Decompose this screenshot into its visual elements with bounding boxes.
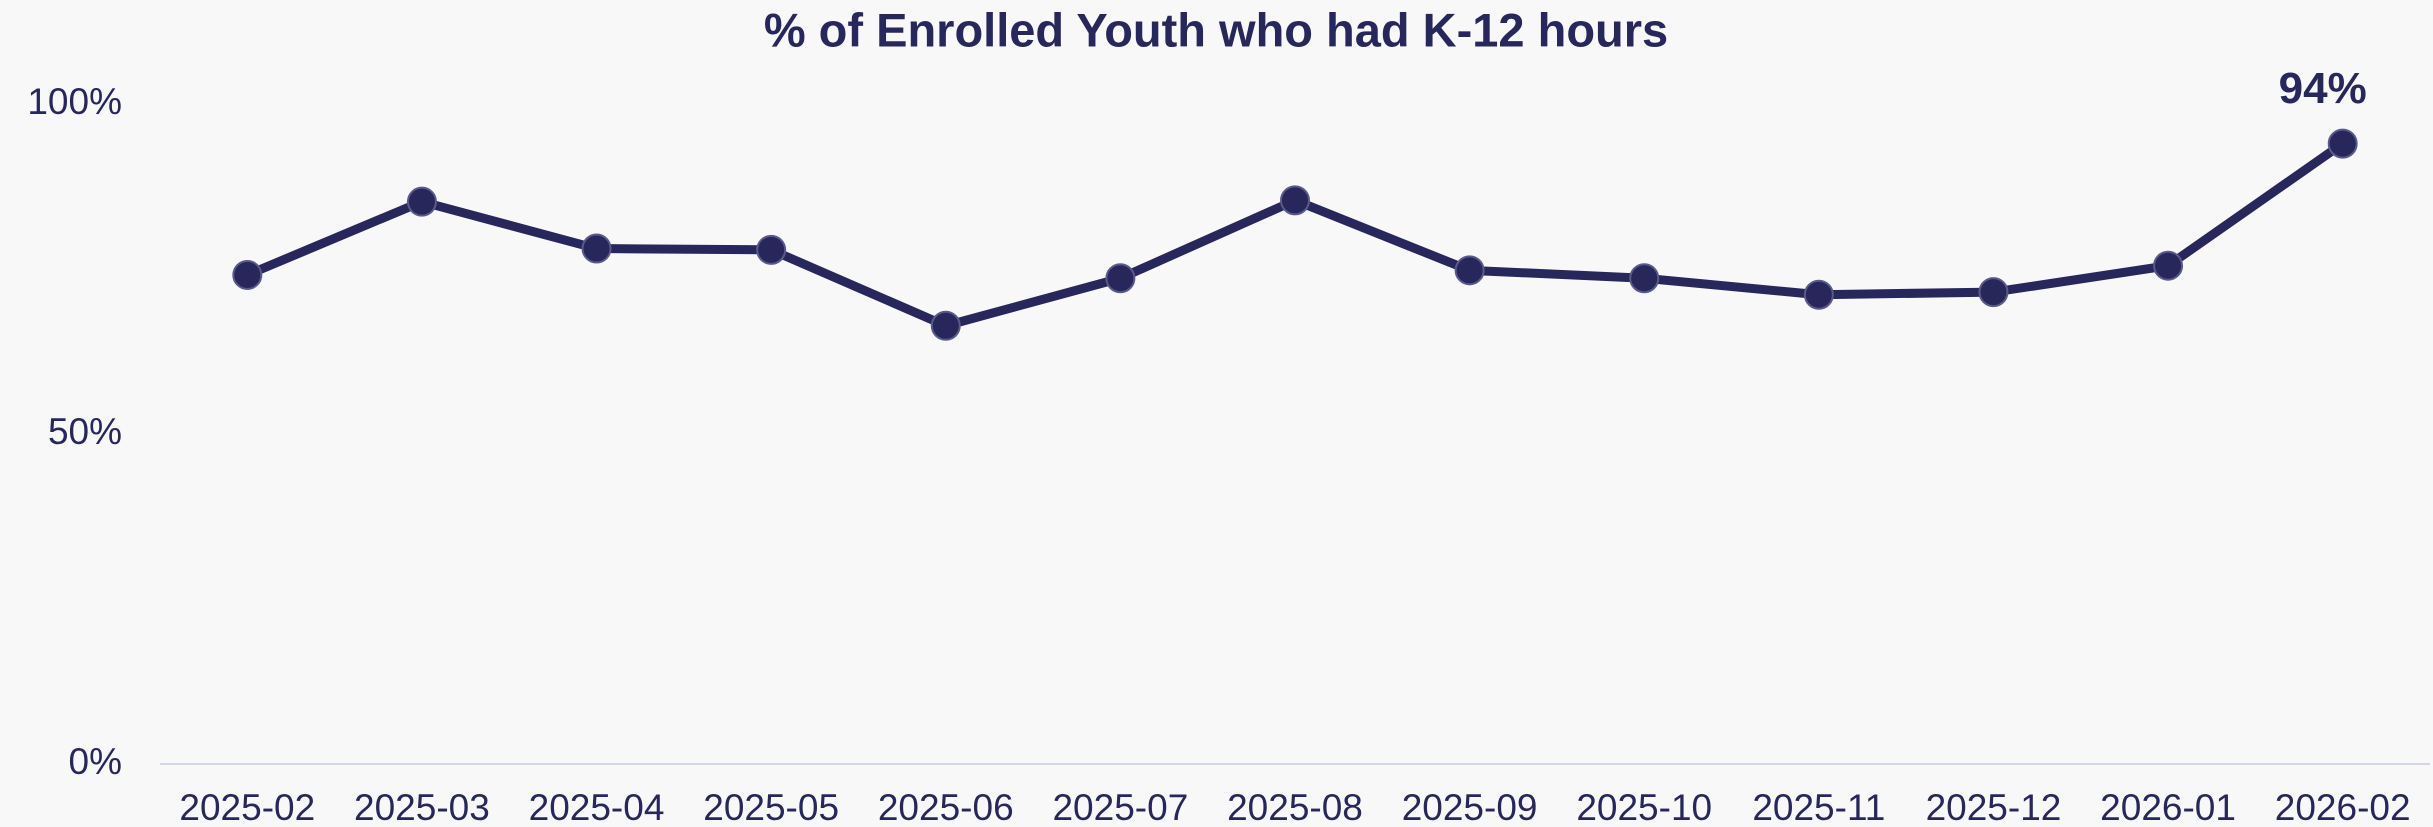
x-tick-label: 2026-01 xyxy=(2100,787,2236,827)
data-point xyxy=(2327,128,2358,159)
data-point xyxy=(1454,255,1485,286)
x-tick-label: 2025-03 xyxy=(354,787,490,827)
x-tick-label: 2025-09 xyxy=(1402,787,1538,827)
data-point xyxy=(581,233,612,264)
data-label: 94% xyxy=(2279,64,2367,113)
y-tick-label: 0% xyxy=(69,741,122,782)
x-tick-label: 2025-05 xyxy=(703,787,839,827)
chart-title: % of Enrolled Youth who had K-12 hours xyxy=(764,3,1668,56)
data-point xyxy=(1280,185,1310,216)
data-point xyxy=(1803,279,1834,310)
x-tick-label: 2025-08 xyxy=(1227,787,1363,827)
x-tick-label: 2025-10 xyxy=(1576,787,1712,827)
x-tick-label: 2026-02 xyxy=(2275,787,2411,827)
y-tick-label: 100% xyxy=(27,81,122,122)
x-tick-label: 2025-06 xyxy=(878,787,1014,827)
series-line xyxy=(245,139,2346,331)
x-tick-label: 2025-07 xyxy=(1052,787,1188,827)
x-tick-label: 2025-02 xyxy=(179,787,315,827)
x-tick-label: 2025-04 xyxy=(529,787,665,827)
data-point xyxy=(1978,277,2009,308)
data-point xyxy=(756,234,787,265)
data-point xyxy=(406,186,437,217)
x-tick-label: 2025-12 xyxy=(1926,787,2062,827)
data-point xyxy=(232,259,263,290)
data-point xyxy=(1629,263,1660,294)
x-tick-label: 2025-11 xyxy=(1752,787,1885,827)
data-point xyxy=(930,310,961,341)
data-point xyxy=(2153,250,2184,281)
y-tick-label: 50% xyxy=(48,411,122,452)
data-point xyxy=(1105,263,1136,294)
